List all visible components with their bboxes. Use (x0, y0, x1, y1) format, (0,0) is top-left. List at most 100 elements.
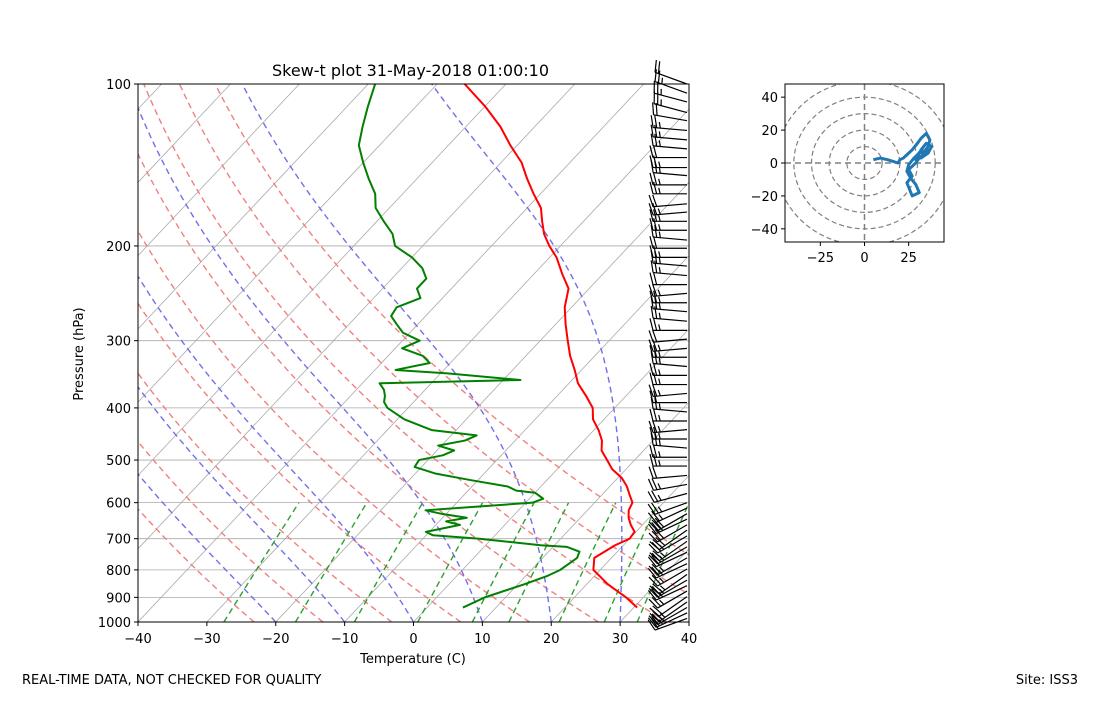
wind-barb-half-feather (659, 440, 660, 446)
wind-barb-half-feather (659, 324, 661, 330)
y-tick-label: 1000 (98, 616, 131, 631)
wind-barb-half-feather (658, 495, 661, 500)
wind-barb-staff (654, 93, 687, 102)
wind-barb-half-feather (662, 78, 663, 84)
wind-barb (651, 433, 687, 448)
wind-barb (651, 297, 687, 312)
wind-barb-feather (650, 318, 653, 330)
hodograph-y-tick-label: 20 (761, 124, 778, 139)
mixing-ratio-lines (224, 503, 689, 622)
wind-barb (649, 195, 687, 207)
quality-disclaimer: REAL-TIME DATA, NOT CHECKED FOR QUALITY (22, 673, 321, 688)
wind-barb-half-feather (660, 586, 665, 590)
wind-barb-half-feather (659, 215, 661, 221)
isotherm-line (276, 84, 782, 622)
wind-barb-feather (654, 409, 657, 421)
y-tick-label: 900 (106, 591, 131, 606)
wind-barb-half-feather (659, 433, 661, 439)
wind-barb-half-feather (658, 345, 660, 351)
wind-barb (648, 478, 687, 490)
mixing-ratio-line (354, 503, 422, 622)
wind-barb-staff (653, 127, 687, 130)
wind-barb-staff (653, 293, 687, 296)
hodograph-y-tick-label: −40 (751, 223, 778, 238)
wind-barb-staff (653, 318, 687, 321)
moist-adiabat-line (129, 84, 483, 622)
y-tick-label: 100 (106, 78, 131, 93)
isotherm-line (551, 84, 1057, 622)
wind-barb-staff (654, 115, 687, 121)
y-tick-label: 500 (106, 454, 131, 469)
y-tick-label: 800 (106, 564, 131, 579)
wind-barb (651, 351, 687, 366)
isotherm-line (620, 84, 1100, 622)
wind-barb-half-feather (659, 369, 661, 375)
wind-barb-staff (653, 237, 687, 240)
wind-barb-half-feather (659, 267, 660, 273)
wind-barb-feather (653, 466, 657, 478)
hodograph-x-tick-label: −25 (807, 251, 834, 266)
wind-barb (650, 373, 687, 385)
skewt-title: Skew-t plot 31-May-2018 01:00:10 (272, 61, 549, 80)
y-tick-label: 300 (106, 335, 131, 350)
wind-barb (648, 491, 687, 503)
hodograph-y-tick-label: 40 (761, 91, 778, 106)
wind-barb-staff (655, 72, 687, 84)
y-tick-label: 200 (106, 240, 131, 255)
isotherm-line (0, 84, 299, 622)
hodograph-y-tick-label: 0 (770, 157, 778, 172)
isotherm-line (0, 84, 24, 622)
wind-barb-half-feather (659, 179, 661, 185)
wind-barb-staff (653, 204, 687, 207)
wind-barb (651, 225, 687, 240)
wind-barb (655, 69, 687, 93)
y-tick-label: 400 (106, 402, 131, 417)
wind-barb-half-feather (660, 553, 665, 557)
wind-barb-half-feather (659, 140, 660, 146)
wind-barb-staff (653, 173, 687, 176)
isotherm-line (138, 84, 644, 622)
wind-barb-half-feather (659, 313, 660, 319)
wind-barb-column (648, 60, 687, 630)
wind-barb-feather (654, 273, 657, 285)
isotherm-line (207, 84, 713, 622)
wind-barb-staff (653, 430, 687, 433)
wind-barb-half-feather (659, 122, 660, 128)
mixing-ratio-line (604, 503, 658, 622)
x-tick-label: 40 (681, 632, 698, 647)
wind-barb-feather (649, 467, 653, 479)
wind-barb-staff (653, 212, 687, 215)
y-tick-label: 700 (106, 533, 131, 548)
wind-barb-half-feather (658, 290, 660, 296)
wind-barb-half-feather (659, 224, 661, 230)
hodograph-x-tick-label: 25 (900, 251, 917, 266)
x-tick-label: 10 (474, 632, 491, 647)
dewpoint-trace (359, 84, 580, 608)
wind-barb-half-feather (659, 379, 661, 385)
dry-adiabat-line (37, 84, 461, 622)
isotherm-line (689, 84, 1100, 622)
wind-barb-half-feather (658, 390, 660, 396)
wind-barb-feather (650, 409, 653, 421)
wind-barb-half-feather (658, 483, 661, 489)
wind-barb-staff (656, 519, 687, 533)
skewt-panel: Skew-t plot 31-May-2018 01:00:10 −40−30−… (0, 60, 1100, 667)
wind-barb-staff (653, 273, 687, 276)
wind-barb-staff (658, 580, 687, 597)
wind-barb-half-feather (659, 404, 660, 410)
wind-barb-half-feather (659, 297, 661, 303)
wind-barb-staff (653, 137, 687, 140)
wind-barb (649, 466, 687, 478)
x-tick-label: −40 (124, 632, 151, 647)
wind-barb-half-feather (659, 600, 663, 604)
wind-barb-feather (653, 102, 654, 114)
wind-barb (648, 503, 687, 515)
x-tick-label: −20 (262, 632, 289, 647)
wind-barb (649, 330, 687, 342)
x-tick-label: 0 (409, 632, 417, 647)
